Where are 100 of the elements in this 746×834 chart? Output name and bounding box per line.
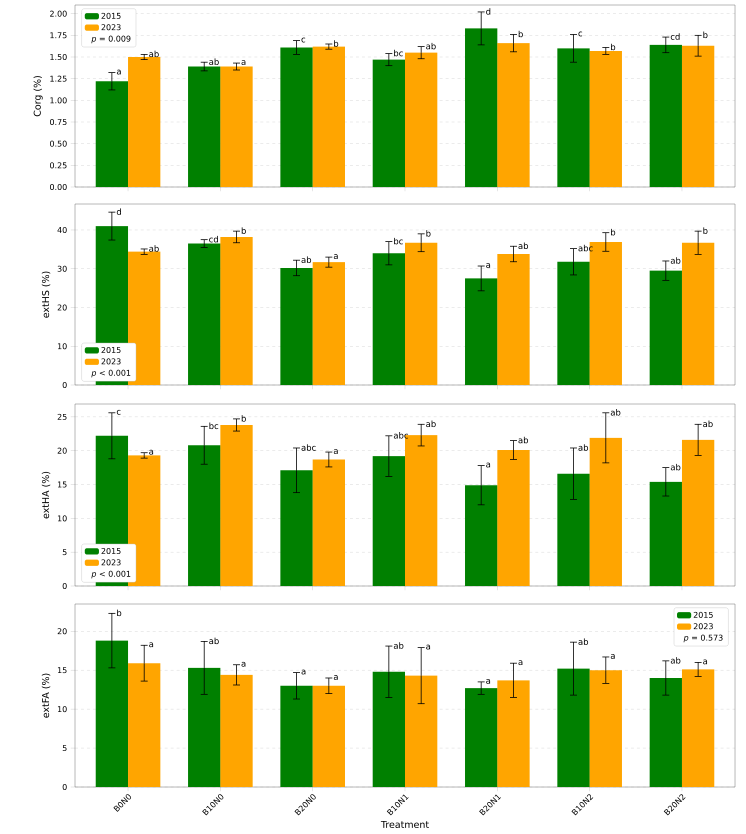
data-label: bc: [209, 422, 218, 430]
data-label: ab: [209, 638, 219, 644]
bar: [557, 48, 590, 188]
bar: [220, 236, 253, 386]
bar: [96, 81, 128, 188]
y-axis-title: extFA (%): [42, 674, 50, 718]
bar: [220, 424, 253, 586]
x-axis-title: Treatment: [380, 820, 429, 828]
bar: [497, 254, 530, 386]
data-label: b: [611, 228, 616, 236]
bar: [497, 43, 530, 188]
bar: [312, 262, 345, 386]
data-label: a: [486, 678, 490, 684]
data-label: ab: [670, 257, 680, 264]
bar: [590, 438, 622, 586]
bar: [465, 485, 498, 586]
data-label: ab: [670, 657, 680, 664]
data-label: b: [242, 227, 246, 234]
data-label: c: [301, 38, 306, 42]
bar: [372, 456, 406, 586]
data-label: b: [242, 415, 246, 422]
data-label: c: [116, 410, 120, 415]
bar: [682, 46, 714, 188]
bar: [405, 676, 438, 788]
bar: [465, 688, 498, 788]
data-label: b: [426, 230, 431, 237]
data-label: a: [486, 263, 490, 268]
data-label: d: [486, 8, 490, 15]
data-label: ab: [209, 58, 219, 65]
y-axis-title: Corg (%): [33, 76, 43, 116]
data-label: b: [334, 40, 338, 47]
bar: [650, 482, 682, 586]
bar: [280, 470, 313, 586]
bar: [280, 47, 313, 188]
bar: [128, 57, 160, 188]
bar: [497, 680, 530, 788]
data-label: ab: [426, 420, 436, 428]
bar: [650, 678, 682, 788]
bar: [682, 440, 714, 586]
data-label: ab: [578, 638, 588, 645]
data-label: a: [426, 644, 430, 650]
data-label: b: [703, 32, 708, 38]
y-axis-title: extHA (%): [42, 472, 50, 518]
data-label: bc: [394, 50, 403, 56]
data-label: a: [334, 254, 338, 260]
data-label: ab: [302, 256, 312, 263]
bar: [650, 44, 682, 188]
bar: [465, 28, 498, 188]
data-label: b: [611, 44, 616, 50]
data-label: ab: [149, 245, 159, 252]
data-label: ab: [149, 50, 159, 58]
data-label: abc: [394, 432, 408, 439]
bar: [465, 278, 498, 386]
data-label: ab: [518, 436, 528, 444]
bar: [405, 242, 438, 386]
data-label: b: [518, 30, 523, 38]
bar: [590, 50, 622, 188]
y-axis-title: extHS (%): [42, 272, 50, 318]
data-label: ab: [426, 42, 436, 50]
data-label: a: [302, 670, 306, 674]
data-label: a: [149, 642, 154, 648]
data-label: b: [703, 227, 708, 234]
bar: [280, 686, 313, 788]
bar: [557, 474, 590, 586]
bar: [372, 253, 406, 386]
bar: [188, 244, 220, 386]
data-label: ab: [670, 464, 680, 470]
data-label: a: [610, 654, 615, 659]
data-label: a: [703, 659, 708, 664]
data-label: a: [334, 449, 338, 454]
bar: [96, 640, 128, 788]
bar: [128, 663, 160, 788]
bar: [682, 669, 714, 788]
data-label: a: [116, 70, 121, 75]
data-label: a: [149, 450, 154, 455]
bar: [188, 668, 220, 788]
bar: [280, 268, 313, 386]
bar: [557, 262, 590, 386]
data-label: c: [578, 32, 582, 36]
bar: [372, 672, 406, 788]
bar: [312, 459, 345, 586]
data-label: cd: [209, 236, 218, 242]
bar: [650, 270, 682, 386]
bar: [220, 66, 253, 188]
data-label: a: [242, 60, 246, 66]
data-label: ab: [703, 420, 713, 428]
bar: [220, 674, 253, 788]
data-label: ab: [518, 242, 528, 250]
data-label: a: [518, 660, 522, 666]
bar: [188, 445, 220, 586]
data-label: cd: [670, 33, 680, 40]
data-label: a: [334, 675, 338, 680]
bar: [405, 52, 438, 188]
bar: [312, 46, 345, 188]
data-label: d: [116, 208, 121, 215]
bar: [682, 242, 714, 386]
data-label: ab: [610, 409, 620, 416]
data-label: a: [486, 462, 490, 468]
bar: [497, 450, 530, 586]
data-label: a: [242, 662, 246, 667]
